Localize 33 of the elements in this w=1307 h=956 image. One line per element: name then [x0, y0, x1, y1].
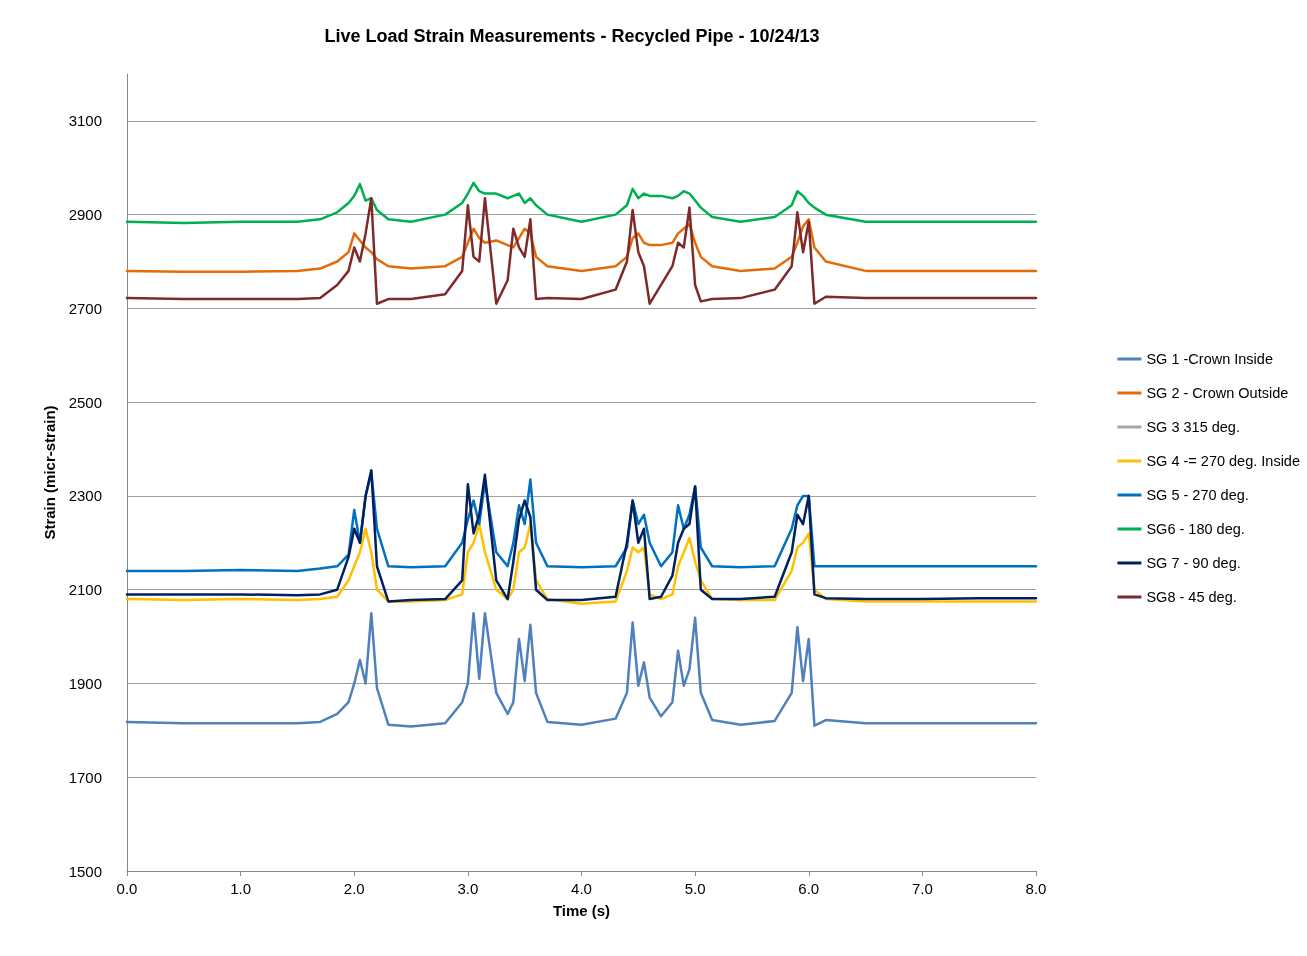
line-series: [125, 468, 1038, 603]
legend-label: SG 1 -Crown Inside: [1146, 351, 1273, 367]
x-tick-label: 6.0: [798, 880, 820, 897]
y-tick-label: 3100: [68, 112, 102, 130]
y-axis-title: Strain (micr-strain): [41, 405, 58, 540]
legend-label: SG 2 - Crown Outside: [1146, 385, 1289, 401]
x-tick-label: 4.0: [571, 880, 592, 897]
legend-label: SG 5 - 270 deg.: [1146, 487, 1249, 503]
line-series: [125, 611, 1038, 728]
y-tick-label: 2500: [68, 393, 102, 411]
x-tick-label: 3.0: [457, 880, 479, 897]
legend-label: SG6 - 180 deg.: [1146, 521, 1245, 537]
x-tick-label: 0.0: [116, 880, 138, 897]
line-series: [125, 196, 1038, 305]
y-tick-label: 1900: [68, 674, 102, 692]
x-tick-label: 8.0: [1025, 880, 1047, 897]
line-series: [125, 181, 1038, 225]
y-tick-label: 2700: [68, 299, 102, 317]
y-tick-label: 1500: [68, 862, 102, 880]
chart-title: Live Load Strain Measurements - Recycled Pipe - 10/24/13: [324, 26, 820, 46]
x-tick-label: 5.0: [684, 880, 706, 897]
legend-label: SG 4 -= 270 deg. Inside: [1146, 453, 1300, 469]
x-tick-label: 2.0: [343, 880, 365, 897]
legend-label: SG8 - 45 deg.: [1146, 589, 1237, 605]
y-tick-label: 2300: [68, 487, 102, 505]
legend-label: SG 3 315 deg.: [1146, 419, 1240, 435]
x-tick-label: 1.0: [230, 880, 252, 897]
y-tick-label: 1700: [68, 768, 102, 786]
y-tick-label: 2900: [68, 206, 102, 224]
x-axis-title: Time (s): [552, 902, 611, 919]
y-tick-label: 2100: [68, 581, 102, 599]
x-tick-label: 7.0: [911, 880, 933, 897]
legend-label: SG 7 - 90 deg.: [1146, 555, 1241, 571]
